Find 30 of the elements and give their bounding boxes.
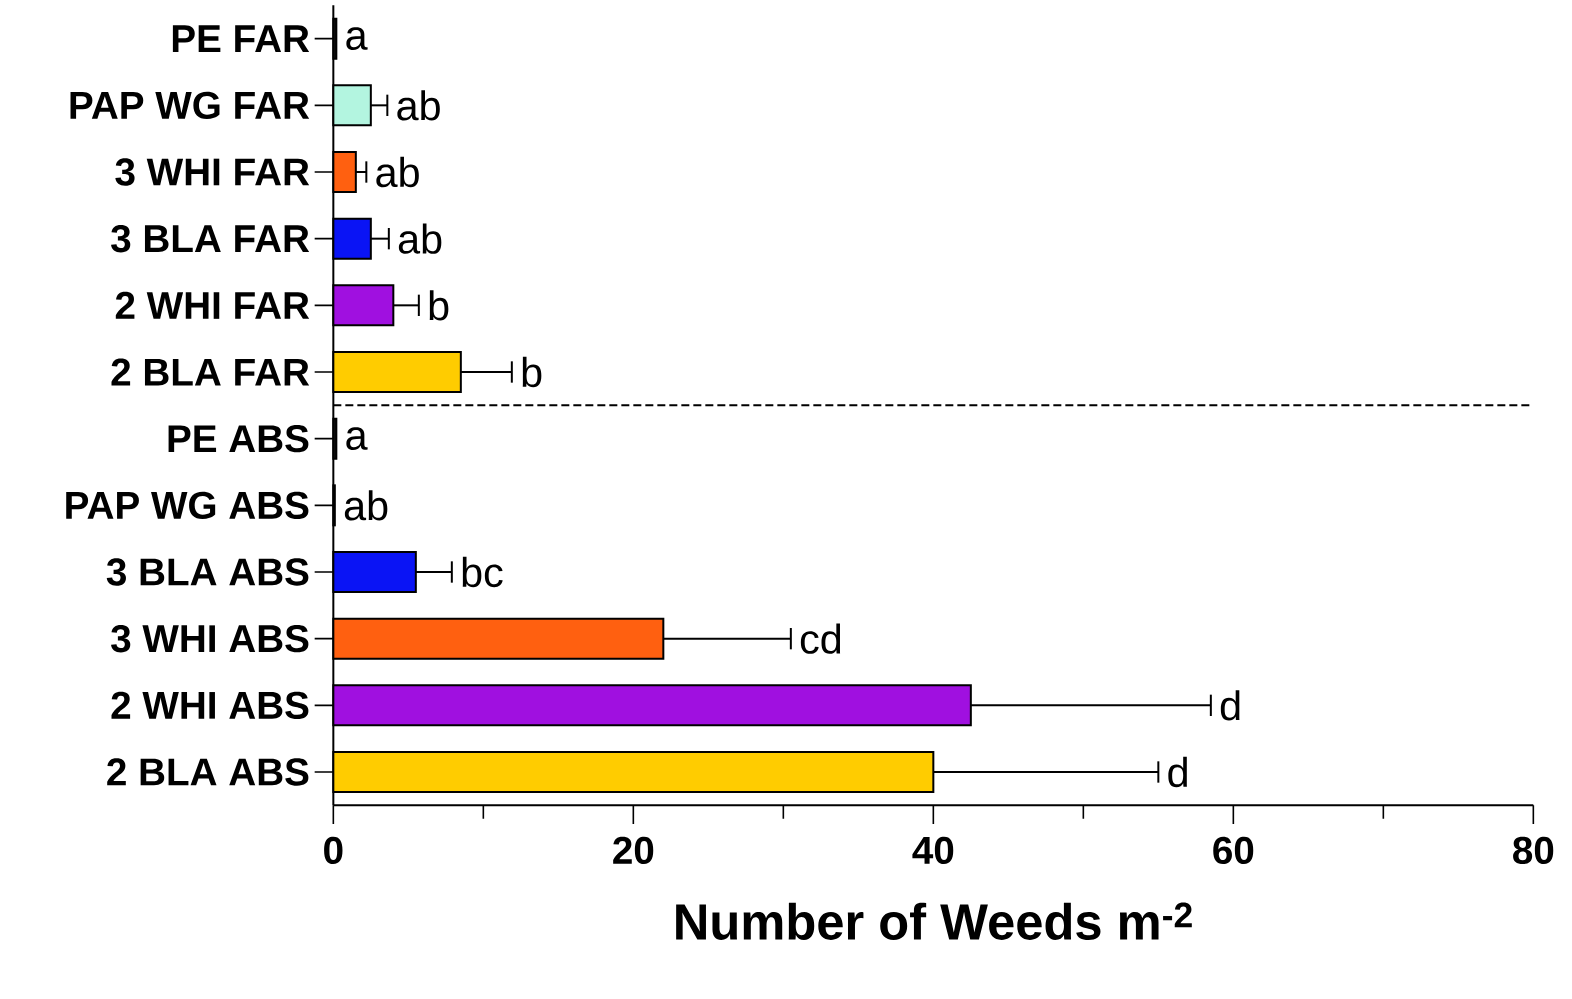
y-tick-label: 2 WHI ABS	[111, 691, 309, 720]
y-tick-label: 2 WHI FAR	[115, 292, 310, 319]
y-tick-label: PAP WG FAR	[70, 91, 310, 120]
annotation: cd	[800, 623, 841, 655]
y-tick-label: 3 BLA ABS	[106, 558, 309, 586]
y-tick-label: PAP WG ABS	[66, 491, 309, 520]
x-tick-label: 0	[324, 836, 343, 865]
x-tick-label: 80	[1513, 836, 1554, 865]
y-tick-label: 3 WHI ABS	[111, 625, 309, 653]
annotation: a	[346, 27, 368, 51]
y-tick-label: PE ABS	[168, 425, 309, 453]
annotation: ab	[376, 156, 419, 188]
annotation: bc	[462, 556, 503, 588]
y-tick-label: 2 BLA FAR	[111, 358, 310, 386]
annotation: d	[1168, 756, 1187, 788]
annotation: d	[1220, 690, 1240, 721]
x-tick-label: 20	[613, 836, 654, 865]
y-tick-label: 3 BLA FAR	[111, 225, 310, 253]
annotation: ab	[398, 223, 442, 255]
annotation: ab	[397, 90, 440, 121]
annotation: ab	[344, 490, 388, 521]
annotation: b	[522, 356, 542, 388]
y-tick-label: 2 BLA ABS	[107, 758, 309, 786]
y-tick-label: PE FAR	[172, 25, 310, 53]
x-axis-title: Number of Weeds m$^{-2}$	[676, 902, 1192, 941]
annotation: b	[429, 290, 449, 321]
y-tick-label: 3 WHI FAR	[115, 158, 310, 186]
annotation: a	[346, 427, 368, 451]
x-tick-label: 40	[912, 836, 954, 865]
x-tick-label: 60	[1213, 836, 1254, 865]
